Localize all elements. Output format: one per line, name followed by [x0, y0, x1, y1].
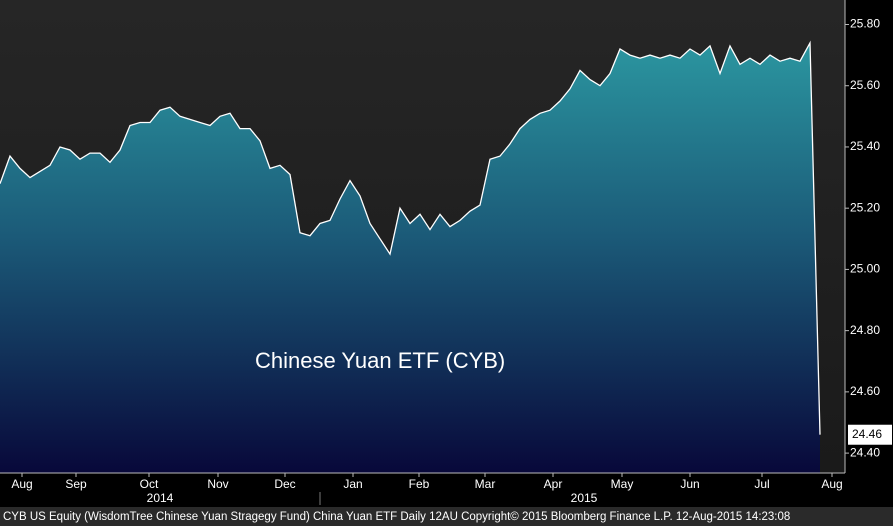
last-value-box — [848, 424, 892, 445]
x-tick-label: Oct — [140, 477, 159, 491]
x-tick-label: Jan — [343, 477, 362, 491]
last-value-label: 24.46 — [852, 427, 882, 441]
x-tick-label: Aug — [821, 477, 842, 491]
footer-band — [0, 507, 893, 526]
x-tick-label: Nov — [207, 477, 228, 491]
area — [0, 42, 820, 474]
y-tick-label: 25.00 — [850, 262, 880, 276]
year-label: 2015 — [571, 491, 598, 505]
y-tick-label: 25.60 — [850, 78, 880, 92]
x-tick-label: Jun — [680, 477, 699, 491]
x-tick-label: Aug — [11, 477, 32, 491]
annotation: Chinese Yuan ETF (CYB) — [255, 348, 505, 373]
y-tick-label: 25.40 — [850, 139, 880, 153]
line — [0, 40, 821, 435]
x-tick-label: Mar — [475, 477, 496, 491]
y-tick-label: 24.80 — [850, 323, 880, 337]
y-tick-label: 24.40 — [850, 445, 880, 459]
x-tick-label: Sep — [65, 477, 87, 491]
x-tick-label: Dec — [274, 477, 295, 491]
footer: CYB US Equity (WisdomTree Chinese Yuan S… — [3, 511, 790, 523]
year-label: 2014 — [147, 491, 174, 505]
x-tick-label: May — [611, 477, 634, 491]
x-tick-label: Apr — [544, 477, 563, 491]
x-tick-label: Feb — [409, 477, 430, 491]
y-tick-label: 25.20 — [850, 200, 880, 214]
y-tick-label: 25.80 — [850, 17, 880, 31]
y-tick-label: 24.60 — [850, 384, 880, 398]
x-tick-label: Jul — [754, 477, 769, 491]
